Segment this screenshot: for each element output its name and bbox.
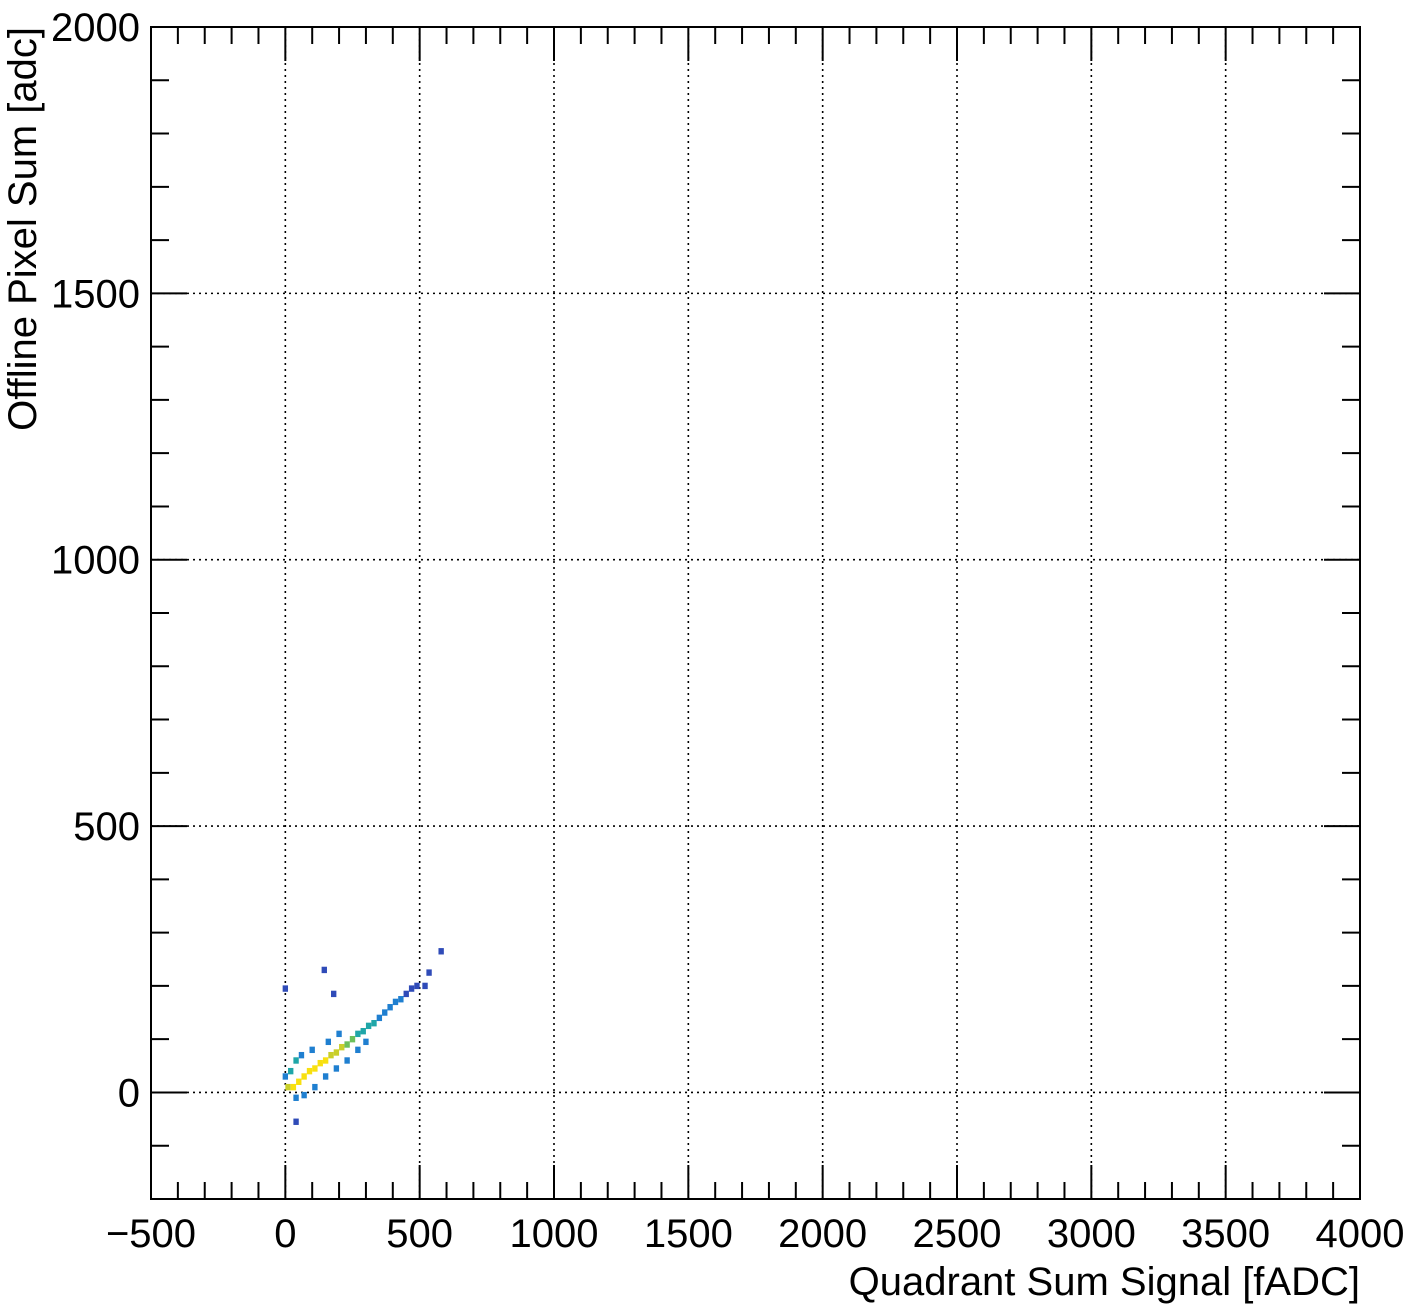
heatmap-bin <box>325 1038 332 1046</box>
heatmap-bin <box>312 1083 318 1091</box>
heatmap-bin <box>331 990 337 998</box>
x-tick-label: 1000 <box>510 1212 599 1256</box>
heatmap-bin <box>426 969 432 976</box>
x-tick-label: 500 <box>386 1212 453 1256</box>
heatmap-bin <box>282 1073 289 1080</box>
heatmap-bin <box>288 1067 294 1075</box>
y-tick-label: 1000 <box>51 539 140 583</box>
heatmap-bin <box>344 1057 350 1064</box>
x-tick-label: 3500 <box>1181 1212 1270 1256</box>
heatmap-bin <box>414 982 420 990</box>
heatmap-bin <box>282 985 289 992</box>
heatmap-bin <box>301 1073 307 1080</box>
heatmap-bin <box>290 1083 297 1091</box>
plot-frame <box>150 26 1361 1200</box>
x-tick-label: −500 <box>106 1212 196 1256</box>
tick-labels: −500 0 500 1000 1500 2000 2500 3000 3500 4000 0 500… <box>51 6 1404 1256</box>
heatmap-bin <box>336 1030 342 1038</box>
y-tick-label: 2000 <box>51 6 140 50</box>
heatmap-bin <box>344 1041 350 1048</box>
heatmap-bin <box>309 1046 315 1054</box>
grid-layer <box>151 27 1360 1199</box>
heatmap-bin <box>301 1091 307 1099</box>
heatmap-bin <box>306 1067 313 1075</box>
heatmap-bin <box>355 1030 361 1038</box>
heatmap-bin <box>408 985 415 992</box>
x-tick-label: 4000 <box>1316 1212 1405 1256</box>
y-axis-title: Offline Pixel Sum [adc] <box>1 27 45 431</box>
heatmap-bin <box>312 1065 318 1072</box>
heatmap-bin <box>403 990 409 998</box>
heatmap-bin <box>317 1059 323 1067</box>
x-axis-title: Quadrant Sum Signal [fADC] <box>849 1260 1360 1304</box>
heatmap-bin <box>363 1038 369 1046</box>
x-tick-label: 3000 <box>1047 1212 1136 1256</box>
heatmap-bin <box>349 1035 356 1043</box>
heatmap-bin <box>333 1065 340 1072</box>
heatmap-bin <box>285 1083 291 1091</box>
heatmap-bin <box>293 1057 299 1064</box>
heatmap-bin <box>333 1049 340 1056</box>
heatmap-bin <box>438 948 444 955</box>
heatmap-bin <box>422 982 428 990</box>
y-tick-label: 0 <box>118 1071 140 1115</box>
x-tick-label: 1500 <box>644 1212 733 1256</box>
heatmap-bin <box>382 1009 388 1016</box>
heatmap-bin <box>293 1118 299 1125</box>
heatmap-bin <box>322 1073 329 1080</box>
heatmap-bin <box>371 1020 377 1027</box>
heatmap-bins <box>282 948 444 1125</box>
heatmap-bin <box>360 1027 366 1035</box>
heatmap-bin <box>322 1057 329 1064</box>
x-tick-label: 0 <box>274 1212 296 1256</box>
y-tick-label: 1500 <box>51 272 140 316</box>
x-tick-label: 2500 <box>913 1212 1002 1256</box>
heatmap-bin <box>298 1051 305 1059</box>
heatmap-bin <box>355 1046 361 1054</box>
heatmap-bin <box>387 1004 393 1011</box>
heatmap-bin <box>376 1014 383 1022</box>
heatmap-bin <box>296 1078 302 1085</box>
x-tick-label: 2000 <box>778 1212 867 1256</box>
y-tick-label: 500 <box>73 805 140 849</box>
heatmap-bin <box>398 996 404 1003</box>
heatmap-bin <box>365 1022 372 1030</box>
heatmap-bin <box>339 1043 345 1051</box>
ticks-layer <box>150 26 1361 1200</box>
heatmap-bin <box>392 998 399 1006</box>
heatmap-bin <box>293 1094 299 1101</box>
heatmap-bin <box>321 966 327 974</box>
heatmap-bin <box>328 1051 334 1059</box>
